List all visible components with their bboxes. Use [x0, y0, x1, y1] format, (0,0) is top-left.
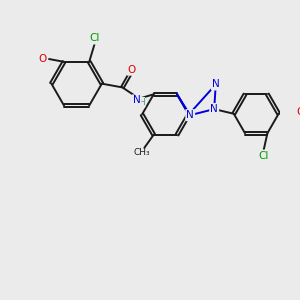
Text: Cl: Cl: [90, 34, 100, 44]
Text: N: N: [186, 110, 194, 120]
Text: N: N: [210, 104, 218, 114]
Text: O: O: [128, 65, 136, 75]
Text: O: O: [296, 107, 300, 117]
Text: CH₃: CH₃: [133, 148, 150, 157]
Text: N: N: [133, 95, 140, 106]
Text: N: N: [212, 80, 220, 89]
Text: H: H: [138, 98, 144, 107]
Text: O: O: [38, 54, 46, 64]
Text: Cl: Cl: [259, 151, 269, 160]
